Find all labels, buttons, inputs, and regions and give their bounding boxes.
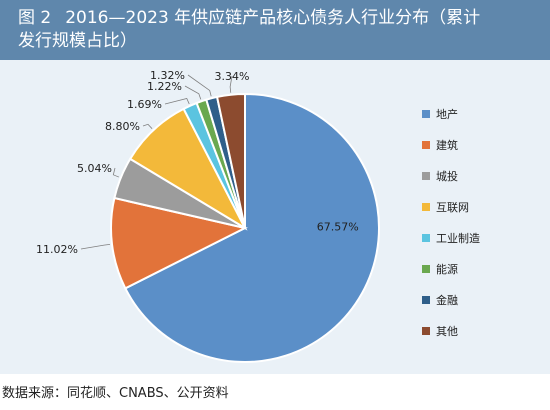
pie-leader-line bbox=[164, 98, 190, 105]
pie-leader-line bbox=[80, 243, 111, 250]
pie-slice-label: 1.69% bbox=[127, 98, 162, 111]
pie-slice-label: 67.57% bbox=[317, 221, 359, 234]
legend-swatch bbox=[422, 265, 430, 273]
pie-slice-label: 1.32% bbox=[150, 69, 185, 82]
legend-label: 城投 bbox=[436, 169, 458, 183]
pie-slice-label: 11.02% bbox=[36, 243, 78, 256]
legend-label: 工业制造 bbox=[436, 231, 480, 245]
legend-label: 其他 bbox=[436, 325, 458, 338]
legend-label: 地产 bbox=[436, 107, 458, 121]
legend-swatch bbox=[422, 234, 430, 242]
legend-swatch bbox=[422, 327, 430, 335]
pie-leader-line bbox=[229, 75, 233, 93]
legend-swatch bbox=[422, 172, 430, 180]
legend-swatch bbox=[422, 141, 430, 149]
legend-label: 互联网 bbox=[436, 201, 469, 214]
legend-swatch bbox=[422, 203, 430, 211]
chart-title-text: 2016—2023 年供应链产品核心债务人行业分布（累计 bbox=[65, 8, 481, 28]
pie-slice-8 bbox=[215, 92, 246, 229]
chart-title-line-1: 图 2 2016—2023 年供应链产品核心债务人行业分布（累计 bbox=[18, 7, 536, 30]
legend-swatch bbox=[422, 296, 430, 304]
figure-number: 图 2 bbox=[18, 8, 52, 28]
chart-title-line-2: 发行规模占比） bbox=[18, 31, 137, 51]
pie-leader-line bbox=[142, 123, 153, 129]
chart-plot-area: 67.57% 11.02% 5.04% 8.80% 1.69% 1.22% 1.32% 3.3… bbox=[0, 60, 550, 374]
chart-title-bar: 图 2 2016—2023 年供应链产品核心债务人行业分布（累计 发行规模占比） bbox=[0, 0, 550, 60]
pie-leader-line bbox=[112, 167, 120, 178]
pie-slice-label: 3.34% bbox=[215, 70, 250, 83]
pie-leader-line bbox=[184, 85, 202, 100]
chart-source-note: 数据来源：同花顺、CNABS、公开资料 bbox=[2, 386, 229, 401]
legend-label: 建筑 bbox=[436, 138, 458, 152]
pie-slice-label: 1.22% bbox=[147, 80, 182, 93]
pie-slice-label: 5.04% bbox=[77, 162, 112, 175]
pie-slice-label: 8.80% bbox=[105, 120, 140, 133]
pie-leader-line bbox=[187, 74, 212, 97]
legend-label: 金融 bbox=[436, 293, 458, 307]
legend-swatch bbox=[422, 110, 430, 118]
legend-label: 能源 bbox=[436, 262, 458, 276]
pie-slice-1 bbox=[123, 92, 380, 363]
pie-chart: 67.57% 11.02% 5.04% 8.80% 1.69% 1.22%1.32% 3.3… bbox=[36, 69, 480, 363]
